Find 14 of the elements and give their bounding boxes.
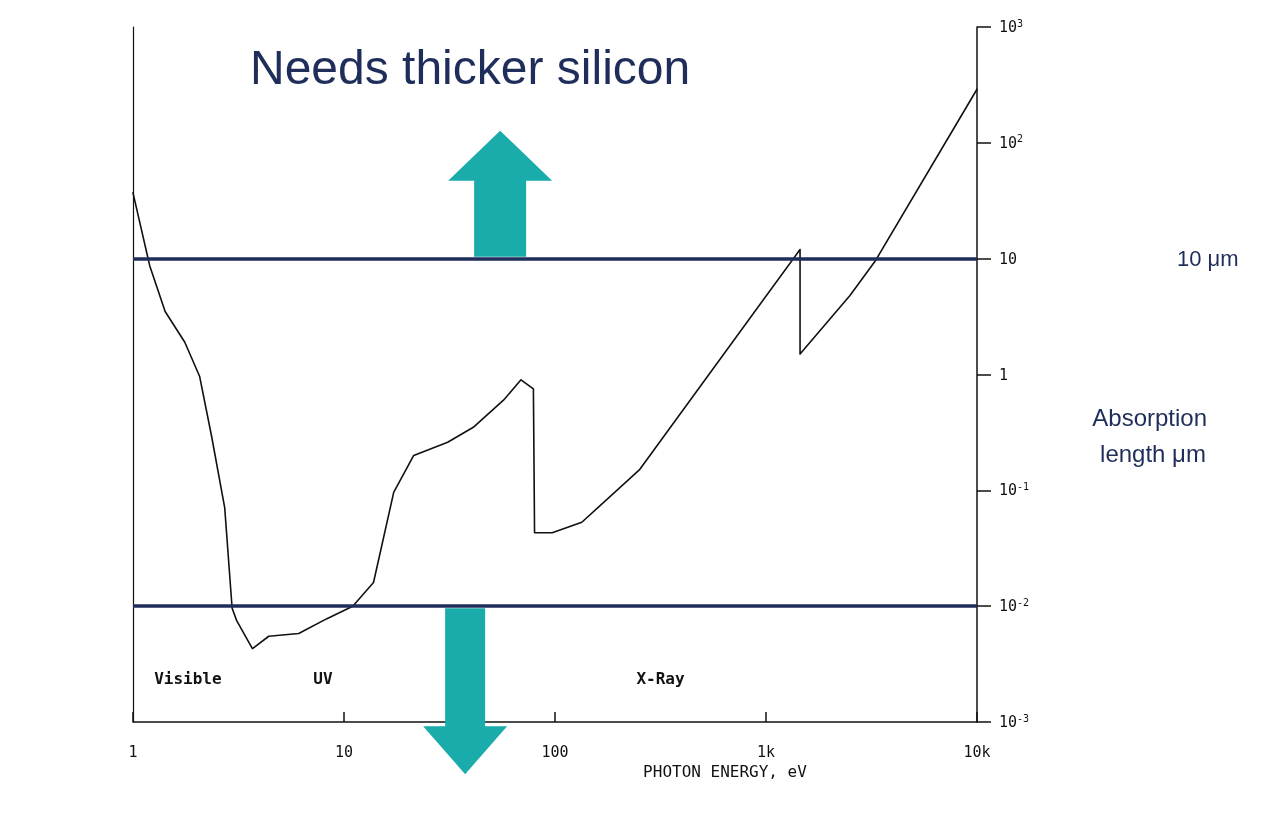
- y-axis-title: Absorption length μm: [1092, 403, 1214, 467]
- x-axis-title: PHOTON ENERGY, eV: [643, 762, 808, 782]
- y-tick-label: 10: [999, 249, 1018, 268]
- chart-title: Needs thicker silicon: [250, 40, 691, 94]
- x-tick-label: 100: [541, 742, 569, 761]
- annotation: UV: [313, 668, 333, 688]
- x-tick-label: 1k: [756, 742, 776, 761]
- x-tick-label: 10k: [963, 742, 991, 761]
- ref-line-label: 10 μm: [1177, 246, 1239, 272]
- x-tick-label: 1: [128, 742, 138, 761]
- annotation: X-Ray: [636, 668, 685, 688]
- y-tick-label: 1: [999, 365, 1009, 384]
- annotation: Visible: [154, 668, 222, 688]
- x-tick-label: 10: [334, 742, 354, 761]
